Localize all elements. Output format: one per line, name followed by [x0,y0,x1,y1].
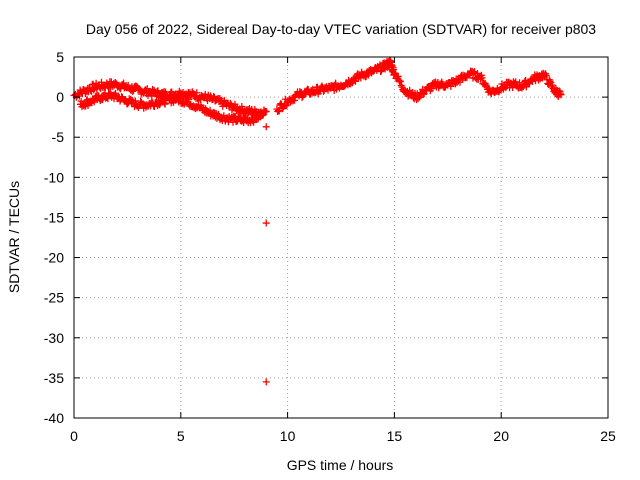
y-tick-label: -30 [44,330,64,346]
data-point [416,93,424,101]
data-point [428,85,436,93]
data-point [394,72,402,80]
data-point [154,87,162,95]
data-point [99,96,107,104]
x-tick-label: 15 [387,428,403,444]
data-point [176,94,184,102]
y-tick-label: -40 [44,410,64,426]
data-point [546,77,554,85]
y-axis-label: SDTVAR / TECUs [6,181,22,293]
data-point [249,117,257,125]
data-point [395,76,403,84]
data-point [397,81,405,89]
outlier-point [262,123,270,131]
y-tick-label: -10 [44,169,64,185]
axis-ticks: 0 5 10 15 20 25 5 0 -5 -10 -15 -20 -25 -30 -35 -40 [44,49,616,444]
data-points [70,56,565,386]
data-point [478,74,486,82]
x-tick-label: 5 [177,428,185,444]
data-point [127,95,135,103]
data-point [238,103,246,111]
data-point [351,77,359,85]
data-point [485,84,493,92]
y-tick-label: -35 [44,370,64,386]
grid-layer [74,57,608,418]
data-point [206,106,214,114]
data-point [519,82,527,90]
x-tick-label: 20 [493,428,509,444]
data-point [150,103,158,111]
y-tick-label: 0 [56,89,64,105]
data-point [470,68,478,76]
data-point [193,89,201,97]
y-tick-label: 5 [56,49,64,65]
data-point [258,112,266,120]
chart-title: Day 056 of 2022, Sidereal Day-to-day VTE… [86,21,596,37]
data-point [210,92,218,100]
data-point [447,82,455,90]
data-point [226,99,234,107]
data-point [116,97,124,105]
outlier-point [262,378,270,386]
data-point [414,95,422,103]
x-axis-label: GPS time / hours [287,457,394,473]
data-point [548,81,556,89]
data-point [456,78,464,86]
data-point [545,76,553,84]
data-point [143,85,151,93]
x-tick-label: 25 [600,428,616,444]
data-point [516,79,524,87]
data-point [532,77,540,85]
data-point [161,100,169,108]
data-point [111,91,119,99]
data-point [377,68,385,76]
data-point [185,95,193,103]
data-point [129,87,137,95]
y-tick-label: -25 [44,290,64,306]
plot-frame [73,56,609,419]
x-tick-label: 10 [280,428,296,444]
data-point [512,78,520,86]
data-point [397,77,405,85]
data-point [81,102,89,110]
outlier-point [262,219,270,227]
data-point [542,71,550,79]
data-point [477,75,485,83]
data-point [391,69,399,77]
y-tick-label: -15 [44,209,64,225]
data-point [451,80,459,88]
data-point [104,95,112,103]
x-tick-label: 0 [70,428,78,444]
y-tick-label: -5 [52,129,65,145]
data-point [557,91,565,99]
data-point [299,92,307,100]
data-point [120,79,128,87]
data-point [290,96,298,104]
data-point [256,113,264,121]
data-point [262,108,270,116]
y-tick-label: -20 [44,250,64,266]
